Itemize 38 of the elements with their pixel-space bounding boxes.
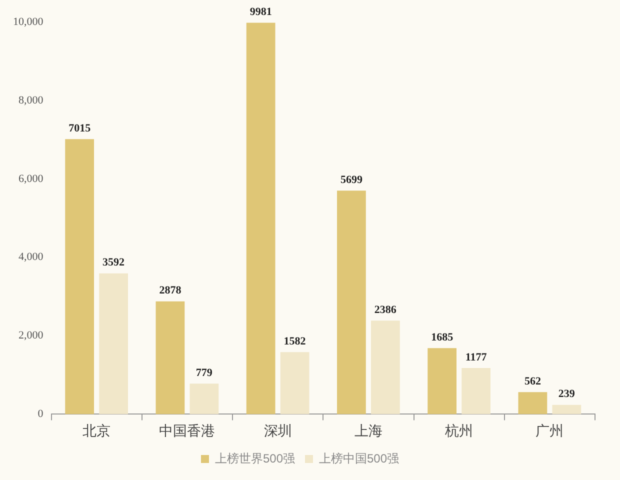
data-label: 562 bbox=[524, 376, 542, 388]
data-label: 1177 bbox=[465, 351, 488, 364]
y-tick-label: 4,000 bbox=[18, 251, 44, 264]
bar bbox=[99, 273, 128, 414]
bar bbox=[462, 368, 490, 414]
y-tick-label: 0 bbox=[38, 408, 44, 420]
data-label: 5699 bbox=[340, 174, 363, 186]
y-tick-label: 8,000 bbox=[18, 94, 44, 106]
bar bbox=[370, 320, 400, 414]
bar bbox=[280, 352, 310, 414]
x-tick-label: 深圳 bbox=[264, 422, 292, 438]
data-label: 779 bbox=[196, 366, 213, 379]
bar bbox=[518, 392, 548, 414]
x-tick-label: 北京 bbox=[82, 422, 111, 438]
bar bbox=[552, 404, 582, 414]
data-label: 1685 bbox=[431, 331, 454, 344]
data-label: 2878 bbox=[159, 284, 182, 297]
bar bbox=[428, 348, 457, 414]
legend-label: 上榜中国500强 bbox=[319, 451, 400, 466]
y-tick-label: 2,000 bbox=[18, 330, 44, 342]
bar bbox=[156, 301, 185, 414]
y-tick-label: 6,000 bbox=[18, 172, 44, 185]
x-tick-label: 杭州 bbox=[444, 422, 474, 438]
data-label: 3592 bbox=[102, 256, 126, 269]
x-tick-label: 中国香港 bbox=[159, 422, 216, 438]
bar bbox=[65, 139, 94, 414]
data-label: 1582 bbox=[284, 336, 306, 348]
data-label: 239 bbox=[558, 388, 576, 400]
legend-label: 上榜世界500强 bbox=[214, 451, 296, 466]
x-tick-label: 广州 bbox=[536, 422, 564, 438]
data-label: 7015 bbox=[68, 122, 92, 134]
bar bbox=[190, 384, 219, 414]
data-label: 9981 bbox=[250, 6, 272, 18]
bar bbox=[337, 190, 366, 414]
y-tick-label: 10,000 bbox=[13, 16, 44, 28]
bar bbox=[246, 22, 276, 414]
data-label: 2386 bbox=[374, 304, 397, 316]
x-tick-label: 上海 bbox=[354, 422, 382, 438]
